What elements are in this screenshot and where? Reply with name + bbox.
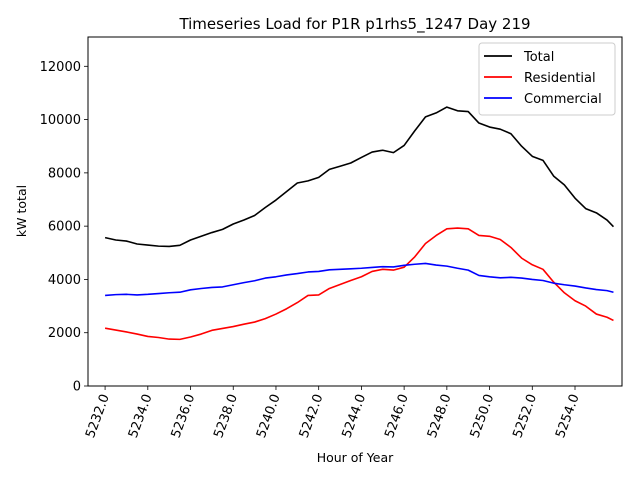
legend-label-residential: Residential: [524, 71, 596, 86]
plot-area: [87, 36, 623, 387]
y-tick-label: 0: [73, 380, 81, 395]
y-axis: 0 2000 4000 6000 8000 10000 12000: [40, 60, 88, 395]
series-line-residential: [104, 227, 614, 341]
legend: Total Residential Commercial: [478, 42, 616, 116]
legend-label-total: Total: [523, 50, 554, 65]
legend-label-commercial: Commercial: [524, 92, 602, 107]
series-line-total: [104, 106, 615, 248]
chart-title: Timeseries Load for P1R p1rhs5_1247 Day …: [178, 15, 530, 34]
series-line-commercial: [105, 262, 614, 297]
y-tick-label: 2000: [48, 326, 81, 341]
series-layer: [104, 106, 615, 341]
y-axis-label: kW total: [14, 185, 29, 237]
y-tick-label: 4000: [48, 273, 81, 288]
plot-frame: [87, 36, 623, 387]
y-tick-label: 8000: [48, 166, 81, 181]
y-tick-label: 6000: [48, 220, 81, 235]
x-axis-label: Hour of Year: [317, 450, 394, 465]
y-tick-label: 12000: [40, 60, 81, 75]
legend-box: [478, 42, 616, 116]
y-tick-label: 10000: [40, 113, 81, 128]
